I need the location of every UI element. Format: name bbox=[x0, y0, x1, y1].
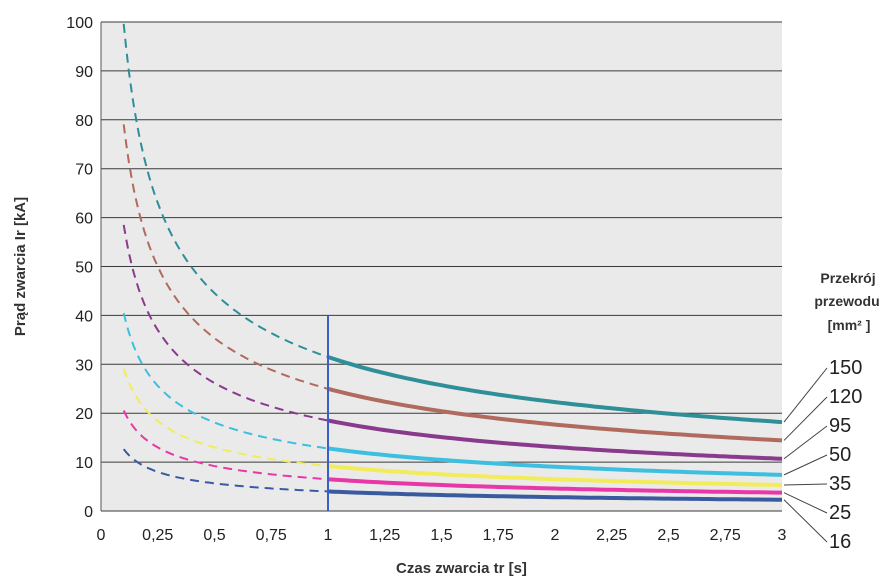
x-tick-label: 1,75 bbox=[483, 527, 514, 544]
legend-title-line: Przekrój bbox=[820, 270, 875, 286]
y-axis-title: Prąd zwarcia Ir [kA] bbox=[12, 197, 29, 336]
x-tick-label: 0,5 bbox=[203, 527, 225, 544]
y-tick-label: 60 bbox=[75, 211, 93, 228]
legend-title-line: przewodu bbox=[814, 293, 879, 309]
legend-leader-line bbox=[783, 396, 828, 441]
x-tick-label: 0,25 bbox=[142, 527, 173, 544]
y-tick-labels: 0 10 20 30 40 50 60 70 80 90 100 bbox=[66, 15, 93, 521]
legend-leader-line bbox=[783, 454, 828, 476]
series-25-dashed bbox=[122, 410, 329, 481]
legend-leader-line bbox=[783, 425, 828, 460]
x-axis-title: Czas zwarcia tr [s] bbox=[396, 560, 527, 577]
legend-leader-line bbox=[783, 499, 828, 543]
x-tick-label: 2,25 bbox=[596, 527, 627, 544]
y-tick-label: 90 bbox=[75, 64, 93, 81]
y-tick-label: 100 bbox=[66, 15, 93, 32]
series-150-dashed bbox=[122, 23, 329, 358]
legend: Przekrój przewodu [mm² ] 150 120 95 50 35 25 16 bbox=[783, 270, 880, 553]
legend-label-150: 150 bbox=[829, 357, 862, 379]
x-tick-label: 0,75 bbox=[256, 527, 287, 544]
legend-label-25: 25 bbox=[829, 502, 851, 524]
series-25-solid bbox=[327, 477, 782, 495]
legend-leader-line bbox=[783, 492, 828, 514]
series-120-solid bbox=[327, 386, 783, 443]
series-95-dashed bbox=[122, 224, 329, 422]
legend-label-120: 120 bbox=[829, 386, 862, 408]
series-95-solid bbox=[327, 418, 783, 461]
series-35-solid bbox=[327, 464, 783, 487]
x-tick-label: 0 bbox=[97, 527, 106, 544]
y-tick-label: 80 bbox=[75, 113, 93, 130]
series-35-dashed bbox=[122, 368, 329, 467]
x-tick-label: 1,25 bbox=[369, 527, 400, 544]
y-tick-label: 30 bbox=[75, 357, 93, 374]
y-tick-label: 10 bbox=[75, 455, 93, 472]
legend-label-50: 50 bbox=[829, 444, 851, 466]
legend-leader-line bbox=[783, 483, 828, 486]
legend-title-line: [mm² ] bbox=[828, 317, 871, 333]
series-50-dashed bbox=[122, 312, 329, 450]
y-tick-label: 50 bbox=[75, 260, 93, 277]
legend-leader-line bbox=[783, 367, 828, 423]
legend-label-35: 35 bbox=[829, 473, 851, 495]
x-tick-label: 2 bbox=[551, 527, 560, 544]
series-group bbox=[122, 23, 783, 502]
legend-label-95: 95 bbox=[829, 415, 851, 437]
y-tick-label: 0 bbox=[84, 504, 93, 521]
x-tick-labels: 0 0,25 0,5 0,75 1 1,25 1,5 1,75 2 2,25 2,5 2,75 3 bbox=[97, 527, 787, 544]
y-tick-label: 20 bbox=[75, 406, 93, 423]
series-50-solid bbox=[327, 446, 783, 477]
legend-label-16: 16 bbox=[829, 531, 851, 553]
x-tick-label: 2,5 bbox=[657, 527, 679, 544]
x-tick-label: 1,5 bbox=[430, 527, 452, 544]
y-tick-label: 70 bbox=[75, 162, 93, 179]
series-16-dashed bbox=[122, 448, 329, 493]
series-150-solid bbox=[327, 355, 783, 425]
y-tick-label: 40 bbox=[75, 308, 93, 325]
x-tick-label: 3 bbox=[778, 527, 787, 544]
series-16-solid bbox=[327, 489, 782, 502]
x-tick-label: 2,75 bbox=[710, 527, 741, 544]
x-tick-label: 1 bbox=[324, 527, 333, 544]
